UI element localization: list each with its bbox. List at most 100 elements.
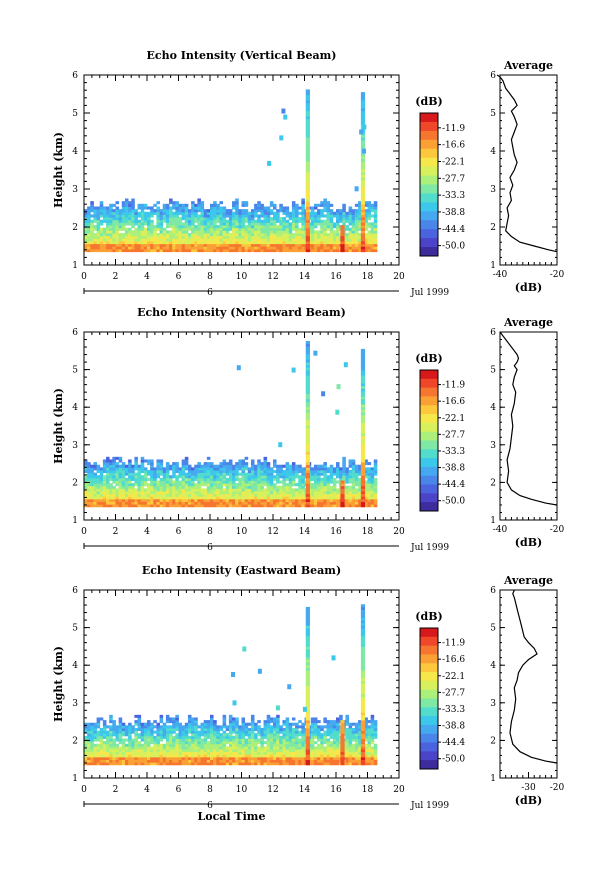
- heatmap-cell: [128, 483, 132, 487]
- heatmap-cell: [169, 751, 173, 755]
- heatmap-cell: [150, 733, 154, 737]
- heatmap-cell: [175, 217, 179, 221]
- heatmap-cell: [219, 727, 223, 732]
- spike-cell: [360, 219, 366, 223]
- heatmap-cell: [273, 238, 277, 242]
- heatmap-cell: [102, 469, 107, 474]
- colorbar-swatch: [420, 211, 438, 221]
- heatmap-cell: [288, 493, 293, 497]
- heatmap-cell: [301, 485, 305, 489]
- heatmap-cell: [241, 246, 246, 250]
- heatmap-cell: [191, 741, 195, 745]
- heatmap-cell: [358, 469, 362, 474]
- heatmap-cell: [200, 725, 205, 729]
- heatmap-cell: [244, 467, 249, 471]
- heatmap-cell: [301, 480, 305, 484]
- heatmap-cell: [336, 469, 340, 474]
- heatmap-cell: [134, 243, 138, 247]
- heatmap-cell: [159, 225, 164, 229]
- heatmap-cell: [99, 233, 104, 237]
- heatmap-cell: [115, 230, 120, 234]
- heatmap-cell: [222, 496, 227, 500]
- heatmap-cell: [118, 235, 123, 239]
- heatmap-cell: [235, 756, 239, 760]
- heatmap-cell: [87, 472, 91, 476]
- heatmap-cell: [165, 214, 170, 218]
- colorbar-tick-label: -16.6: [442, 141, 465, 151]
- heatmap-cell: [93, 211, 97, 215]
- heatmap-cell: [165, 219, 170, 223]
- heatmap-cell: [102, 733, 107, 737]
- heatmap-cell: [213, 467, 217, 471]
- heatmap-cell: [131, 501, 135, 505]
- isolated-cell: [278, 442, 283, 448]
- heatmap-cell: [320, 238, 324, 242]
- heatmap-cell: [351, 491, 356, 495]
- heatmap-cell: [112, 759, 116, 763]
- spike-cell: [305, 137, 310, 141]
- spike-cell: [360, 448, 366, 452]
- y-tick-label: 5: [72, 109, 78, 119]
- heatmap-cell: [99, 743, 104, 747]
- avg-y-tick-label: 2: [490, 478, 496, 488]
- heatmap-cell: [143, 480, 148, 484]
- heatmap-cell: [194, 725, 198, 729]
- heatmap-cell: [175, 717, 179, 721]
- heatmap-cell: [169, 746, 173, 750]
- heatmap-cell: [266, 483, 271, 487]
- spike-cell: [305, 380, 310, 384]
- heatmap-cell: [191, 759, 195, 763]
- heatmap-cell: [178, 230, 183, 234]
- heatmap-cell: [228, 211, 233, 215]
- heatmap-cell: [194, 225, 198, 229]
- heatmap-cell: [313, 225, 318, 229]
- heatmap-cell: [250, 225, 255, 229]
- heatmap-cell: [150, 488, 154, 492]
- spike-cell: [305, 97, 310, 101]
- spike-cell: [340, 227, 345, 231]
- heatmap-cell: [84, 743, 88, 747]
- heatmap-cell: [263, 467, 268, 471]
- heatmap-cell: [241, 743, 246, 747]
- heatmap-cell: [269, 754, 274, 758]
- heatmap-cell: [210, 246, 214, 250]
- heatmap-cell: [260, 485, 264, 489]
- heatmap-cell: [213, 501, 217, 505]
- heatmap-cell: [364, 201, 368, 205]
- heatmap-cell: [291, 222, 296, 226]
- heatmap-cell: [134, 762, 138, 766]
- heatmap-cell: [84, 462, 88, 466]
- heatmap-cell: [210, 735, 214, 739]
- heatmap-cell: [175, 743, 179, 747]
- colorbar-tick-label: -44.4: [442, 225, 465, 235]
- heatmap-cell: [323, 475, 327, 479]
- heatmap-cell: [285, 472, 290, 476]
- heatmap-cell: [257, 227, 261, 231]
- heatmap-cell: [109, 751, 113, 755]
- heatmap-cell: [106, 483, 110, 487]
- heatmap-cell: [147, 738, 151, 742]
- heatmap-cell: [206, 225, 211, 229]
- heatmap-cell: [153, 238, 157, 242]
- heatmap-cell: [106, 217, 110, 221]
- heatmap-cell: [313, 214, 318, 218]
- heatmap-cell: [323, 469, 327, 474]
- x-tick-label: 14: [299, 272, 311, 282]
- heatmap-cell: [118, 496, 123, 500]
- heatmap-cell: [247, 469, 252, 474]
- heatmap-cell: [269, 238, 274, 242]
- heatmap-cell: [106, 754, 110, 758]
- heatmap-cell: [342, 206, 346, 210]
- heatmap-cell: [373, 235, 378, 239]
- heatmap-cell: [238, 222, 242, 226]
- heatmap-cell: [370, 467, 375, 471]
- heatmap-cell: [147, 230, 151, 234]
- heatmap-cell: [317, 249, 321, 253]
- heatmap-cell: [197, 238, 201, 242]
- heatmap-cell: [115, 488, 120, 492]
- heatmap-cell: [351, 483, 356, 487]
- heatmap-cell: [210, 222, 214, 226]
- heatmap-cell: [298, 467, 302, 471]
- heatmap-cell: [266, 462, 271, 466]
- heatmap-cell: [254, 498, 258, 502]
